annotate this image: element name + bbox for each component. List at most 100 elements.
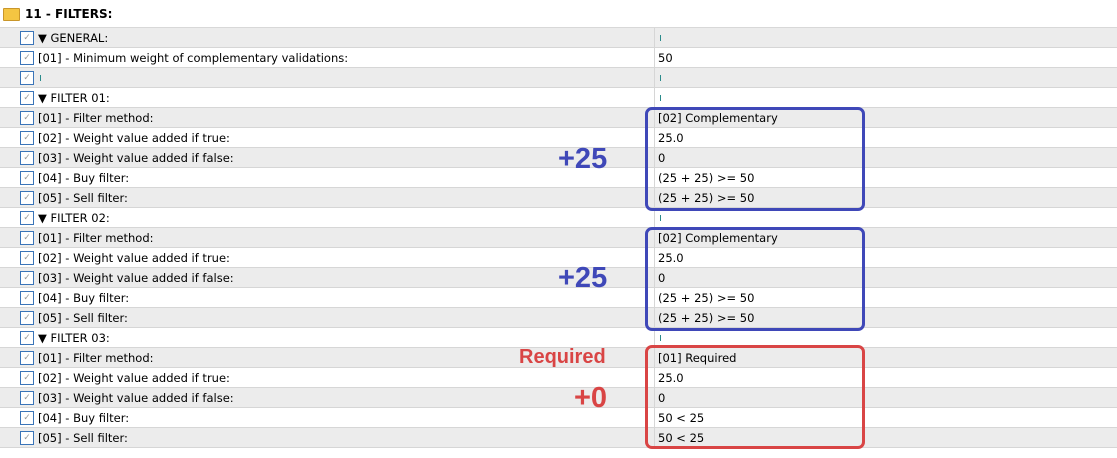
parameter-label: [04] - Buy filter: bbox=[38, 410, 130, 425]
checkbox-icon[interactable]: ✓ bbox=[20, 91, 34, 105]
parameter-label: ▼ FILTER 03: bbox=[38, 330, 110, 345]
parameter-value[interactable]: 0 bbox=[658, 390, 666, 405]
filter-02-highlight bbox=[645, 227, 865, 331]
column-divider bbox=[654, 48, 655, 68]
empty-value-marker bbox=[660, 75, 661, 81]
checkbox-icon[interactable]: ✓ bbox=[20, 131, 34, 145]
parameter-row[interactable]: ✓ [04] - Buy filter: (25 + 25) >= 50 bbox=[0, 288, 1117, 308]
column-divider bbox=[654, 368, 655, 388]
column-divider bbox=[654, 388, 655, 408]
column-divider bbox=[654, 188, 655, 208]
checkbox-icon[interactable]: ✓ bbox=[20, 291, 34, 305]
parameter-row[interactable]: ✓ [03] - Weight value added if false: 0 bbox=[0, 268, 1117, 288]
folder-icon bbox=[3, 8, 20, 21]
parameter-label: [01] - Filter method: bbox=[38, 110, 154, 125]
parameter-label: [01] - Filter method: bbox=[38, 350, 154, 365]
parameter-value[interactable]: (25 + 25) >= 50 bbox=[658, 310, 755, 325]
column-divider bbox=[654, 28, 655, 48]
column-divider bbox=[654, 268, 655, 288]
checkbox-icon[interactable]: ✓ bbox=[20, 231, 34, 245]
parameter-row[interactable]: ✓ [02] - Weight value added if true: 25.… bbox=[0, 128, 1117, 148]
parameter-label: [02] - Weight value added if true: bbox=[38, 130, 230, 145]
column-divider bbox=[654, 68, 655, 88]
checkbox-icon[interactable]: ✓ bbox=[20, 351, 34, 365]
column-divider bbox=[654, 148, 655, 168]
checkbox-icon[interactable]: ✓ bbox=[20, 51, 34, 65]
parameter-label: [02] - Weight value added if true: bbox=[38, 370, 230, 385]
parameter-value[interactable]: [02] Complementary bbox=[658, 110, 778, 125]
parameter-row[interactable]: ✓ [03] - Weight value added if false: 0 bbox=[0, 148, 1117, 168]
checkbox-icon[interactable]: ✓ bbox=[20, 191, 34, 205]
parameter-value[interactable]: 0 bbox=[658, 270, 666, 285]
checkbox-icon[interactable]: ✓ bbox=[20, 411, 34, 425]
parameter-row[interactable]: ✓ [04] - Buy filter: 50 < 25 bbox=[0, 408, 1117, 428]
checkbox-icon[interactable]: ✓ bbox=[20, 311, 34, 325]
parameter-row[interactable]: ✓ bbox=[0, 68, 1117, 88]
column-divider bbox=[654, 108, 655, 128]
parameter-row[interactable]: ✓ [04] - Buy filter: (25 + 25) >= 50 bbox=[0, 168, 1117, 188]
parameter-label: [04] - Buy filter: bbox=[38, 170, 130, 185]
parameter-row[interactable]: ✓ ▼ GENERAL: bbox=[0, 28, 1117, 48]
parameter-value[interactable]: 50 < 25 bbox=[658, 410, 705, 425]
column-divider bbox=[654, 328, 655, 348]
column-divider bbox=[654, 248, 655, 268]
checkbox-icon[interactable]: ✓ bbox=[20, 431, 34, 445]
parameter-row[interactable]: ✓ ▼ FILTER 03: bbox=[0, 328, 1117, 348]
parameter-row[interactable]: ✓ ▼ FILTER 02: bbox=[0, 208, 1117, 228]
parameter-row[interactable]: ✓ [02] - Weight value added if true: 25.… bbox=[0, 368, 1117, 388]
parameter-row[interactable]: ✓ [01] - Minimum weight of complementary… bbox=[0, 48, 1117, 68]
parameter-row[interactable]: ✓ ▼ FILTER 01: bbox=[0, 88, 1117, 108]
checkbox-icon[interactable]: ✓ bbox=[20, 31, 34, 45]
parameter-value[interactable]: [02] Complementary bbox=[658, 230, 778, 245]
checkbox-icon[interactable]: ✓ bbox=[20, 371, 34, 385]
parameter-value[interactable]: 25.0 bbox=[658, 130, 684, 145]
checkbox-icon[interactable]: ✓ bbox=[20, 251, 34, 265]
column-divider bbox=[654, 88, 655, 108]
checkbox-icon[interactable]: ✓ bbox=[20, 391, 34, 405]
column-divider bbox=[654, 228, 655, 248]
parameter-value[interactable]: 50 bbox=[658, 50, 673, 65]
checkbox-icon[interactable]: ✓ bbox=[20, 71, 34, 85]
parameter-label: [04] - Buy filter: bbox=[38, 290, 130, 305]
checkbox-icon[interactable]: ✓ bbox=[20, 211, 34, 225]
column-divider bbox=[654, 208, 655, 228]
parameter-value[interactable]: (25 + 25) >= 50 bbox=[658, 190, 755, 205]
column-divider bbox=[654, 288, 655, 308]
annotation-required: Required bbox=[519, 346, 606, 368]
column-divider bbox=[654, 168, 655, 188]
parameter-value[interactable]: 25.0 bbox=[658, 370, 684, 385]
parameter-value[interactable]: 25.0 bbox=[658, 250, 684, 265]
parameter-row[interactable]: ✓ [05] - Sell filter: 50 < 25 bbox=[0, 428, 1117, 448]
parameter-row[interactable]: ✓ [02] - Weight value added if true: 25.… bbox=[0, 248, 1117, 268]
empty-marker bbox=[40, 75, 41, 81]
parameter-value[interactable]: (25 + 25) >= 50 bbox=[658, 170, 755, 185]
parameter-label: [05] - Sell filter: bbox=[38, 190, 128, 205]
parameter-row[interactable]: ✓ [01] - Filter method: [02] Complementa… bbox=[0, 108, 1117, 128]
parameter-row[interactable]: ✓ [01] - Filter method: [01] Required bbox=[0, 348, 1117, 368]
parameter-list: ✓ ▼ GENERAL: ✓ [01] - Minimum weight of … bbox=[0, 28, 1117, 448]
parameter-row[interactable]: ✓ [03] - Weight value added if false: 0 bbox=[0, 388, 1117, 408]
empty-value-marker bbox=[660, 35, 661, 41]
column-divider bbox=[654, 308, 655, 328]
section-header[interactable]: 11 - FILTERS: bbox=[0, 0, 1117, 28]
parameter-label: ▼ GENERAL: bbox=[38, 30, 109, 45]
parameter-value[interactable]: (25 + 25) >= 50 bbox=[658, 290, 755, 305]
annotation-filter-02: +25 bbox=[558, 262, 608, 294]
parameter-row[interactable]: ✓ [05] - Sell filter: (25 + 25) >= 50 bbox=[0, 308, 1117, 328]
parameter-value[interactable]: 50 < 25 bbox=[658, 430, 705, 445]
parameter-label: ▼ FILTER 02: bbox=[38, 210, 110, 225]
parameter-row[interactable]: ✓ [05] - Sell filter: (25 + 25) >= 50 bbox=[0, 188, 1117, 208]
checkbox-icon[interactable]: ✓ bbox=[20, 271, 34, 285]
checkbox-icon[interactable]: ✓ bbox=[20, 151, 34, 165]
column-divider bbox=[654, 408, 655, 428]
checkbox-icon[interactable]: ✓ bbox=[20, 111, 34, 125]
parameter-label: [03] - Weight value added if false: bbox=[38, 390, 234, 405]
checkbox-icon[interactable]: ✓ bbox=[20, 331, 34, 345]
parameter-label: [03] - Weight value added if false: bbox=[38, 150, 234, 165]
parameter-row[interactable]: ✓ [01] - Filter method: [02] Complementa… bbox=[0, 228, 1117, 248]
parameter-value[interactable]: 0 bbox=[658, 150, 666, 165]
annotation-filter-01: +25 bbox=[558, 143, 608, 175]
parameter-value[interactable]: [01] Required bbox=[658, 350, 737, 365]
filter-01-highlight bbox=[645, 107, 865, 211]
checkbox-icon[interactable]: ✓ bbox=[20, 171, 34, 185]
